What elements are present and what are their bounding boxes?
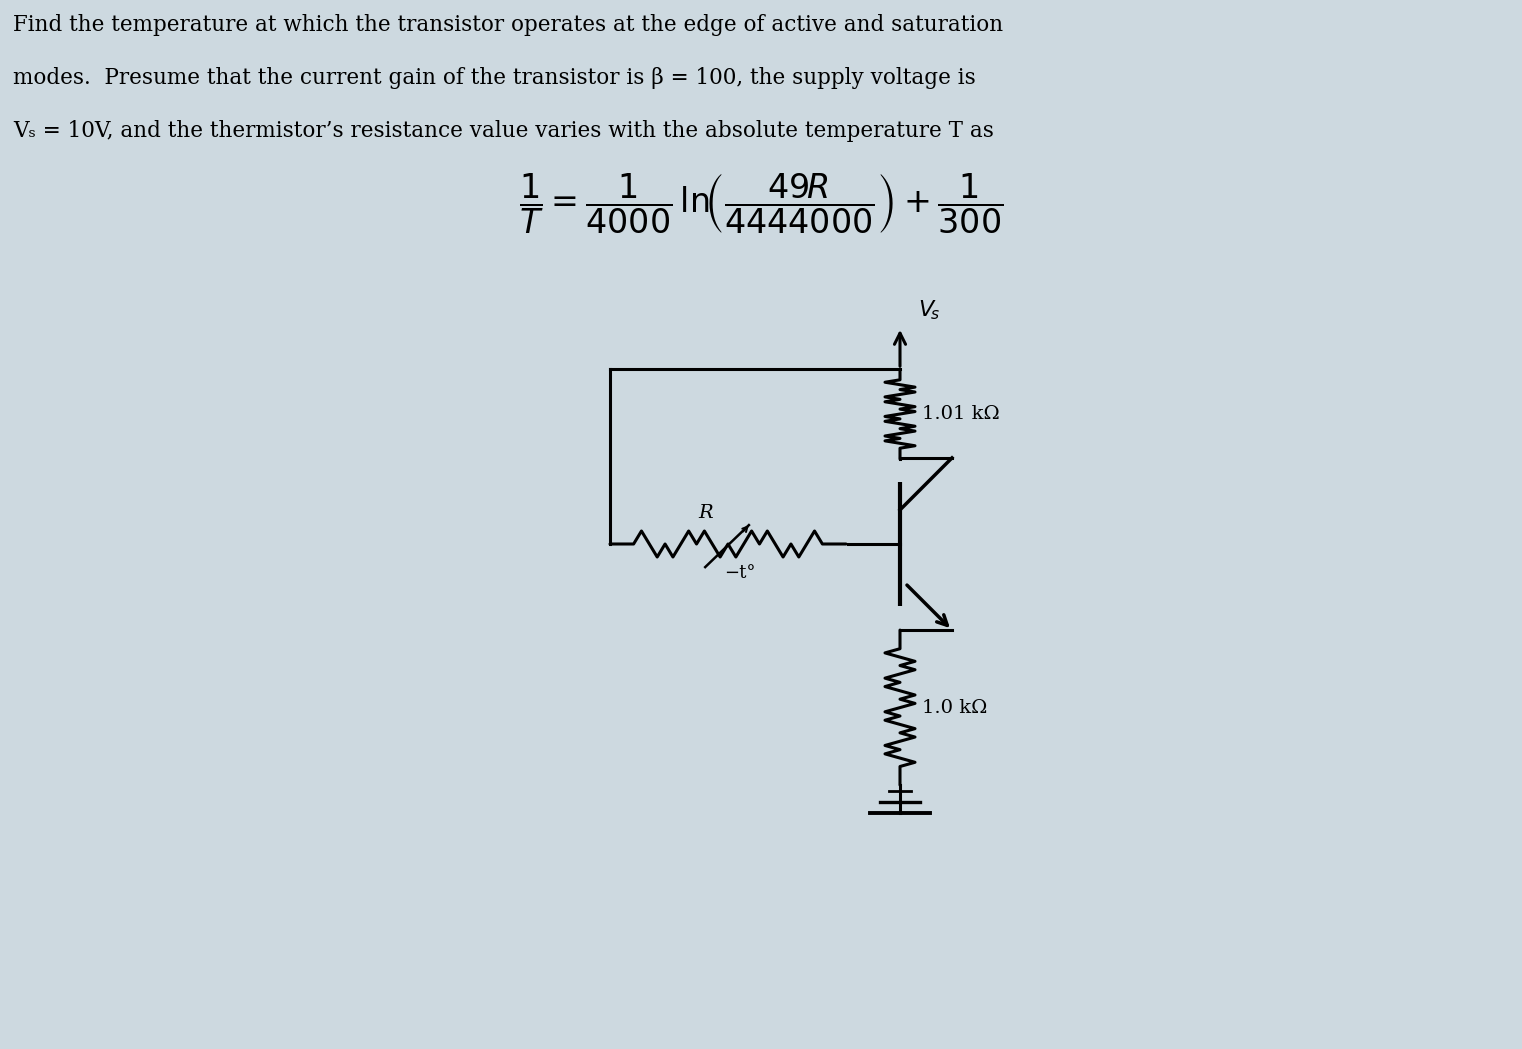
Text: 1.0 kΩ: 1.0 kΩ (922, 699, 988, 716)
Text: modes.  Presume that the current gain of the transistor is β = 100, the supply v: modes. Presume that the current gain of … (14, 67, 976, 89)
Text: 1.01 kΩ: 1.01 kΩ (922, 405, 1000, 423)
Text: −t°: −t° (724, 564, 756, 582)
Text: R: R (699, 504, 714, 522)
Text: $\dfrac{1}{T} = \dfrac{1}{4000}\,\mathrm{ln}\!\left(\dfrac{49R}{4444000}\right) : $\dfrac{1}{T} = \dfrac{1}{4000}\,\mathrm… (519, 172, 1003, 236)
Text: $V_{\!s}$: $V_{\!s}$ (918, 298, 941, 322)
Text: Find the temperature at which the transistor operates at the edge of active and : Find the temperature at which the transi… (14, 14, 1003, 36)
Text: Vₛ = 10V, and the thermistor’s resistance value varies with the absolute tempera: Vₛ = 10V, and the thermistor’s resistanc… (14, 120, 994, 142)
